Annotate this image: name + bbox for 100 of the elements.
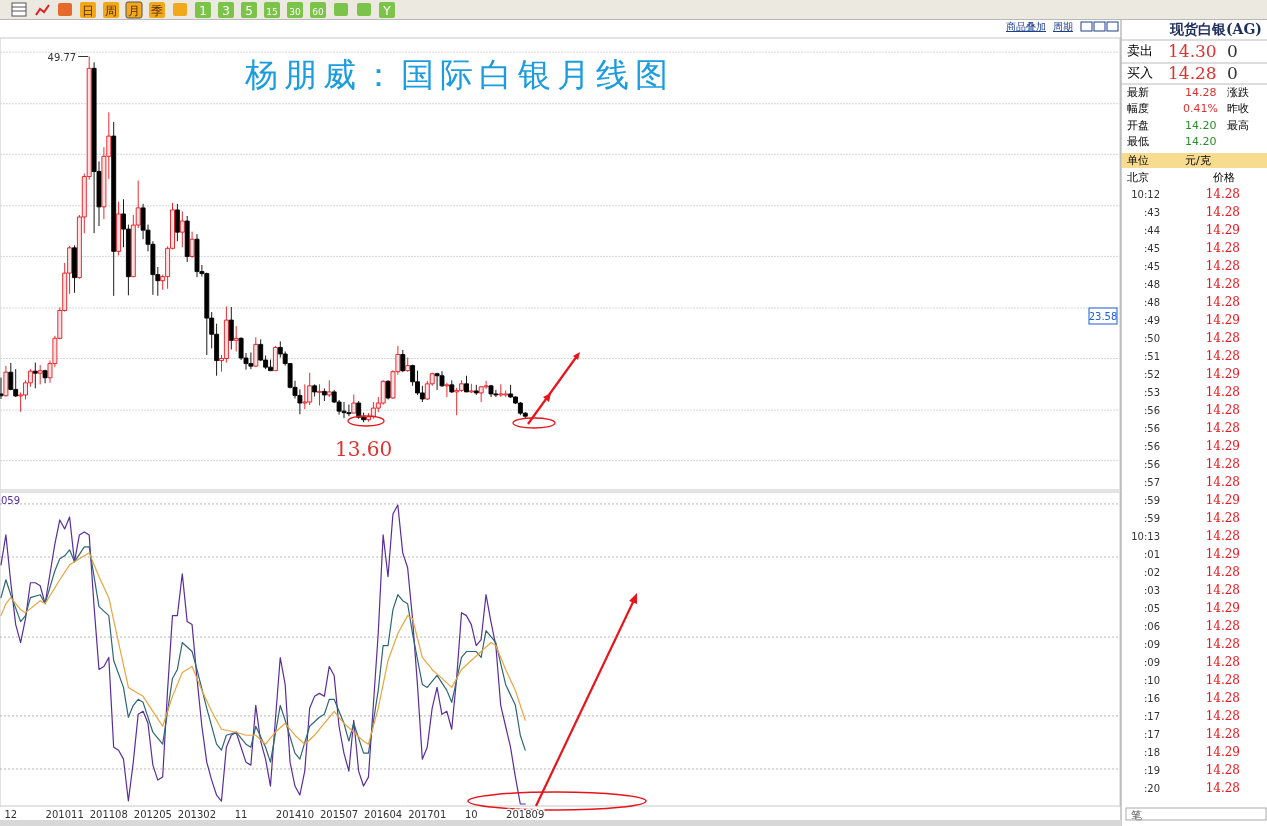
category-label: 10:13 [1131, 531, 1160, 542]
data-label: 14.28 [1205, 619, 1240, 633]
text: 0 [1227, 41, 1238, 61]
category-label: :52 [1143, 369, 1160, 380]
data-label: 14.29 [1205, 745, 1240, 759]
candlestick [449, 379, 455, 394]
x-tick-label: 11 [234, 809, 248, 820]
category-label: :45 [1143, 243, 1160, 254]
candlestick [444, 382, 450, 398]
candlestick [184, 215, 190, 263]
data-label: 14.29 [1205, 367, 1240, 381]
category-label: :51 [1143, 351, 1160, 362]
data-label: 14.28 [1205, 763, 1240, 777]
data-label: 14.28 [1205, 349, 1240, 363]
category-label: :50 [1143, 333, 1160, 344]
data-label: 14.28 [1205, 385, 1240, 399]
text: 60 [312, 6, 324, 17]
text: 最高 [1227, 119, 1249, 132]
text: 5 [245, 3, 253, 18]
category-label: :17 [1143, 729, 1160, 740]
candlestick [116, 201, 122, 256]
text: 开盘 [1127, 119, 1149, 132]
candlestick [498, 383, 504, 398]
candlestick [405, 357, 411, 373]
category-label: :02 [1143, 567, 1160, 578]
text: 最新 [1127, 86, 1149, 99]
category-label: :48 [1143, 279, 1160, 290]
data-label: 14.28 [1205, 529, 1240, 543]
data-label: 14.28 [1205, 655, 1240, 669]
data-label: 14.28 [1205, 727, 1240, 741]
candlestick [42, 369, 48, 384]
candlestick [37, 364, 43, 385]
candlestick [400, 349, 406, 373]
text: 14.20 [1185, 135, 1217, 148]
text: 0 [1227, 63, 1238, 83]
category-label: :16 [1143, 693, 1160, 704]
candlestick [174, 203, 180, 242]
candlestick [0, 377, 4, 400]
data-label: 14.28 [1205, 403, 1240, 417]
text: 北京 [1127, 171, 1149, 184]
data-label: 14.28 [1205, 277, 1240, 291]
annotation: 49.77 [47, 51, 77, 63]
data-label: 14.28 [1205, 205, 1240, 219]
candlestick [3, 365, 9, 397]
data-label: 14.29 [1205, 313, 1240, 327]
category-label: :03 [1143, 585, 1160, 596]
data-label: 14.28 [1205, 421, 1240, 435]
text: 涨跌 [1227, 86, 1249, 99]
category-label: :09 [1143, 639, 1160, 650]
data-label: 14.29 [1205, 601, 1240, 615]
text: 卖出 [1127, 43, 1153, 58]
data-label: 14.28 [1205, 187, 1240, 201]
candlestick [91, 61, 97, 234]
x-tick-label: 201701 [408, 809, 447, 820]
candlestick [385, 379, 391, 400]
data-label: 14.29 [1205, 223, 1240, 237]
category-label: 10:12 [1131, 189, 1160, 200]
x-tick-label: 201410 [275, 809, 315, 820]
category-label: :56 [1143, 459, 1160, 470]
x-tick-label: 201108 [89, 809, 128, 820]
category-label: :45 [1143, 261, 1160, 272]
text: 周期 [1053, 21, 1073, 32]
category-label: :56 [1143, 423, 1160, 434]
text: 15 [266, 6, 278, 17]
candlestick [228, 306, 234, 350]
data-label: 14.28 [1205, 331, 1240, 345]
x-tick-label: 10 [464, 809, 478, 820]
candlestick [253, 336, 259, 368]
category-label: :56 [1143, 441, 1160, 452]
candlestick [312, 383, 318, 397]
category-label: :49 [1143, 315, 1160, 326]
x-tick-label: 201011 [45, 809, 84, 820]
category-label: :19 [1143, 765, 1160, 776]
text: 幅度 [1127, 102, 1149, 115]
text: 价格 [1212, 171, 1235, 184]
data-label: 14.29 [1205, 439, 1240, 453]
text: 单位 [1127, 154, 1149, 167]
category-label: :43 [1143, 207, 1160, 218]
text: 买入 [1127, 65, 1153, 80]
category-label: :09 [1143, 657, 1160, 668]
category-label: :44 [1143, 225, 1160, 236]
category-label: :59 [1143, 513, 1160, 524]
x-tick-label: 201507 [319, 809, 359, 820]
candlestick [356, 400, 362, 420]
text: 14.28 [1185, 86, 1217, 99]
text: 最低 [1127, 135, 1149, 148]
data-label: 14.28 [1205, 259, 1240, 273]
candlestick [189, 231, 195, 259]
text: 商品叠加 [1006, 21, 1046, 32]
candlestick [317, 383, 322, 407]
data-label: 14.28 [1205, 511, 1240, 525]
category-label: :18 [1143, 747, 1160, 758]
text: 季 [151, 3, 163, 18]
text: 周 [105, 3, 117, 18]
text: 23.58 [1088, 311, 1118, 322]
text: 元/克 [1185, 154, 1211, 167]
x-tick-label: 201604 [364, 809, 403, 820]
text: 1 [199, 3, 207, 18]
text: 月 [128, 3, 140, 18]
candlestick [321, 387, 327, 402]
